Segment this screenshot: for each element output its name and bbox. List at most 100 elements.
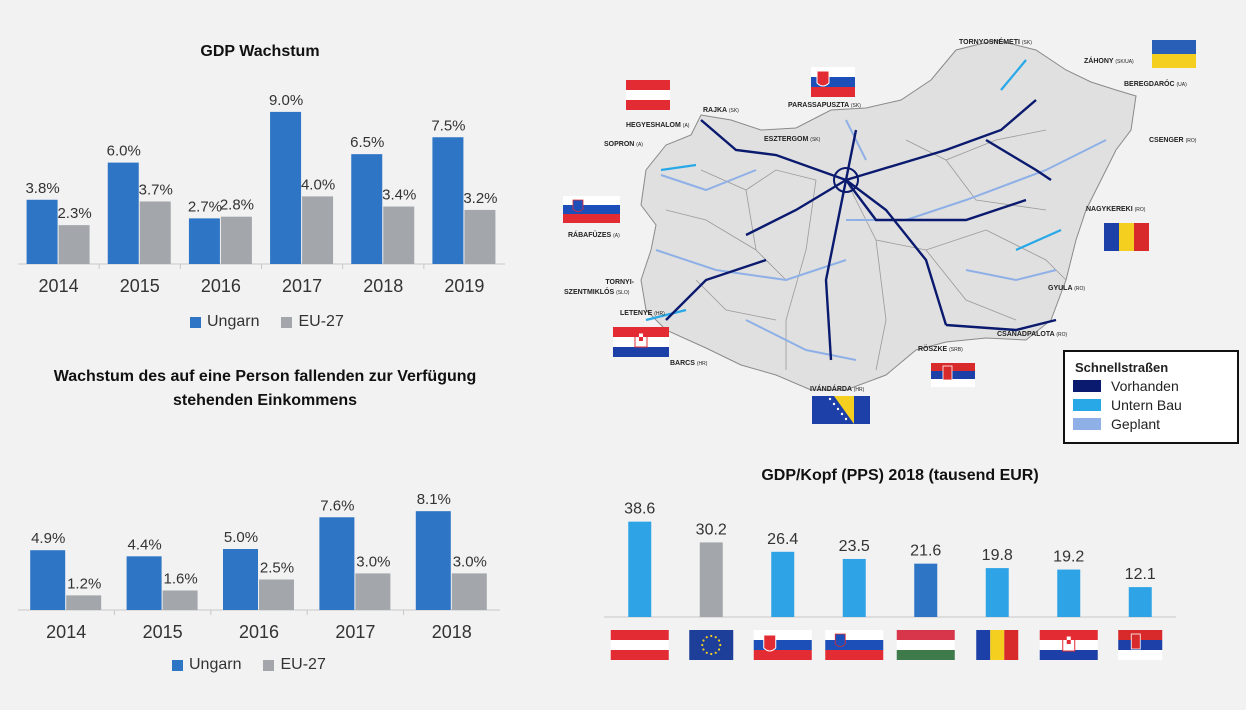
chart-legend: Ungarn EU-27	[190, 313, 344, 331]
flag-slovakia-icon	[753, 630, 812, 660]
flag-serbia-icon	[1118, 630, 1163, 660]
legend-swatch	[1073, 380, 1101, 392]
bar-rs	[1128, 587, 1152, 617]
map-legend: Schnellstraßen Vorhanden Untern Bau Gepl…	[1063, 350, 1239, 444]
data-label: 6.0%	[107, 143, 141, 160]
data-label: 4.9%	[31, 530, 65, 547]
border-crossing-label: PARASSAPUSZTA (SK)	[788, 102, 861, 109]
data-label: 2.5%	[260, 560, 294, 577]
data-label: 3.8%	[25, 180, 59, 197]
legend-label: EU-27	[298, 313, 344, 330]
x-tick-label: 2019	[444, 276, 484, 296]
data-label: 19.8	[982, 547, 1013, 564]
bar-ungarn	[188, 218, 220, 264]
border-crossing-label: TORNYI-	[605, 279, 634, 286]
gdp-per-capita-chart: 38.6 30.2 26.4 23.5 21.6 19.8 19.2 12.1	[604, 501, 1176, 660]
bar-ungarn	[415, 511, 451, 610]
data-label: 21.6	[910, 543, 941, 560]
data-label: 3.0%	[453, 553, 487, 570]
legend-label: EU-27	[280, 656, 326, 673]
flag-romania-icon	[1104, 223, 1149, 251]
flag-eu-icon	[689, 630, 734, 660]
bar-hu	[914, 563, 938, 617]
legend-item-eu27: EU-27	[281, 313, 344, 331]
border-crossing-label: TORNYOSNÉMETI (SK)	[959, 37, 1032, 46]
data-label: 3.0%	[356, 553, 390, 570]
data-label: 19.2	[1053, 549, 1084, 566]
border-crossing-label: SZENTMIKLÓS (SLO)	[564, 287, 630, 296]
budapest-ring	[833, 167, 859, 193]
bar-eu27	[451, 573, 487, 610]
border-crossing-labels: TORNYOSNÉMETI (SK) ZÁHONY (SK/UA) BEREGDAR…	[564, 37, 1197, 393]
legend-swatch	[281, 316, 293, 328]
legend-label: Ungarn	[189, 656, 242, 673]
flag-slovenia-icon	[563, 196, 620, 223]
flag-ukraine-icon	[1152, 40, 1196, 68]
legend-label: Vorhanden	[1111, 378, 1179, 394]
bar-eu	[699, 542, 723, 617]
bar-ungarn	[351, 154, 383, 264]
bar-eu27	[66, 595, 102, 610]
flag-hungary-icon	[896, 630, 955, 660]
bar-ungarn	[30, 550, 66, 610]
border-crossing-label: LETENYE (HR)	[620, 310, 665, 317]
border-crossing-label: CSANÁDPALOTA (RO)	[997, 329, 1068, 338]
border-crossing-label: NAGYKEREKI (RO)	[1086, 206, 1146, 213]
gdp-growth-chart-panel: GDP Wachstum 3.8% 2.3% 2014 6.0% 3.7% 2015 2.7…	[0, 0, 520, 345]
border-crossing-label: GYULA (RO)	[1048, 285, 1085, 292]
chart-title: Wachstum des auf eine Person fallenden z…	[53, 368, 477, 409]
data-label: 4.4%	[127, 536, 161, 553]
bar-ungarn	[319, 517, 355, 610]
map-legend-item: Untern Bau	[1065, 394, 1237, 413]
data-label: 9.0%	[269, 92, 303, 109]
data-label: 1.2%	[67, 575, 101, 592]
border-crossing-label: BEREGDARÓC (UA)	[1124, 79, 1187, 88]
county-borders	[665, 129, 1067, 371]
data-label: 1.6%	[163, 570, 197, 587]
legend-label: Geplant	[1111, 416, 1161, 432]
gdp-growth-chart: 3.8% 2.3% 2014 6.0% 3.7% 2015 2.7%2.8% 2016 9.0%…	[18, 92, 505, 296]
hungary-road-map: TORNYOSNÉMETI (SK) ZÁHONY (SK/UA) BEREGDAR…	[563, 37, 1197, 424]
chart-legend: Ungarn EU-27	[172, 656, 326, 674]
x-tick-label: 2017	[282, 276, 322, 296]
bar-eu27	[139, 201, 171, 264]
legend-item-eu27: EU-27	[263, 656, 326, 674]
border-crossing-label: SOPRON (A)	[604, 141, 643, 148]
legend-swatch	[1073, 418, 1101, 430]
bar-at	[628, 521, 652, 617]
x-tick-label: 2017	[335, 622, 375, 642]
legend-swatch	[263, 659, 275, 671]
data-label: 8.1%	[417, 491, 451, 508]
data-label: 23.5	[839, 538, 870, 555]
flag-slovenia-icon	[825, 630, 884, 660]
bar-eu27	[259, 579, 294, 610]
map-legend-item: Vorhanden	[1065, 375, 1237, 394]
border-crossing-label: CSENGER (RO)	[1149, 137, 1197, 144]
bar-eu27	[302, 196, 334, 264]
data-label: 3.7%	[139, 181, 173, 198]
x-tick-label: 2014	[39, 276, 79, 296]
legend-swatch	[172, 659, 183, 671]
legend-swatch	[1073, 399, 1101, 411]
data-label: 2.3%	[57, 205, 91, 222]
bar-ro	[985, 568, 1009, 617]
border-crossing-label: ZÁHONY (SK/UA)	[1084, 56, 1134, 65]
legend-item-ungarn: Ungarn	[172, 656, 241, 674]
x-tick-label: 2018	[363, 276, 403, 296]
map-legend-item: Geplant	[1065, 413, 1237, 432]
flag-slovakia-icon	[811, 67, 855, 97]
x-tick-label: 2016	[239, 622, 279, 642]
bar-ungarn	[26, 199, 58, 264]
flag-croatia-icon	[613, 327, 669, 357]
data-label: 26.4	[767, 531, 798, 548]
border-crossing-label: RÖSZKE (SRB)	[918, 344, 963, 353]
flag-bosnia-icon	[812, 396, 870, 424]
data-label: 2.7%	[188, 198, 222, 215]
existing-roads	[665, 99, 1057, 361]
x-tick-label: 2018	[432, 622, 472, 642]
legend-swatch	[190, 316, 201, 328]
data-label: 4.0%	[301, 176, 335, 193]
chart-title: GDP/Kopf (PPS) 2018 (tausend EUR)	[761, 467, 1039, 484]
under-construction-roads	[645, 59, 1062, 322]
bar-hr	[1057, 569, 1081, 617]
